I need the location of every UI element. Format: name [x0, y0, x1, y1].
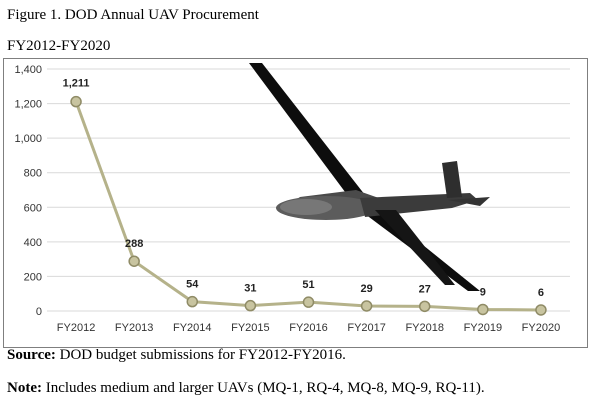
data-point: [535, 304, 547, 316]
x-tick-label: FY2013: [115, 322, 154, 334]
x-tick-label: FY2016: [289, 322, 328, 334]
y-tick-label: 800: [24, 168, 42, 180]
data-point: [477, 303, 489, 316]
data-label: 51: [302, 279, 314, 291]
data-point: [128, 255, 140, 267]
data-label: 9: [480, 286, 486, 298]
data-point: [302, 296, 315, 308]
y-tick-label: 600: [24, 202, 42, 214]
data-point: [244, 299, 257, 312]
x-tick-label: FY2020: [522, 322, 561, 334]
drone-image: [249, 63, 490, 291]
data-label: 29: [360, 283, 372, 295]
data-markers: [70, 95, 547, 316]
note: Note: Includes medium and larger UAVs (M…: [7, 380, 485, 397]
data-label: 31: [244, 283, 256, 295]
data-point: [186, 295, 199, 308]
x-tick-label: FY2017: [347, 322, 386, 334]
y-axis-ticks: 0 200 400 600 800 1,000 1,200 1,400: [14, 64, 42, 318]
y-tick-label: 400: [24, 237, 42, 249]
data-label: 1,211: [63, 78, 90, 90]
source-note: Source: DOD budget submissions for FY201…: [7, 347, 346, 364]
y-tick-label: 200: [24, 271, 42, 283]
note-text: Includes medium and larger UAVs (MQ-1, R…: [41, 380, 485, 396]
data-point: [70, 95, 82, 108]
data-label: 54: [186, 279, 199, 291]
figure-subtitle: FY2012-FY2020: [7, 38, 111, 54]
y-tick-label: 1,000: [14, 133, 42, 145]
source-text: DOD budget submissions for FY2012-FY2016…: [55, 347, 346, 363]
y-tick-label: 1,400: [14, 64, 42, 76]
x-axis-ticks: FY2012 FY2013 FY2014 FY2015 FY2016 FY2017 FY20…: [57, 322, 560, 334]
data-point: [360, 300, 373, 312]
source-label: Source:: [7, 347, 56, 363]
data-point: [418, 300, 431, 313]
data-label: 288: [125, 238, 143, 250]
x-tick-label: FY2015: [231, 322, 270, 334]
y-tick-label: 1,200: [14, 99, 42, 111]
x-tick-label: FY2018: [405, 322, 444, 334]
data-label: 27: [419, 283, 431, 295]
figure-title: Figure 1. DOD Annual UAV Procurement: [7, 7, 259, 23]
data-labels: 1,211 288 54 31 51 29 27 9 6: [63, 78, 544, 299]
x-tick-label: FY2019: [464, 322, 503, 334]
x-tick-label: FY2012: [57, 322, 96, 334]
note-label: Note:: [7, 380, 42, 396]
gridlines: [47, 68, 570, 312]
data-label: 6: [538, 287, 544, 299]
x-tick-label: FY2014: [173, 322, 212, 334]
y-tick-label: 0: [36, 306, 42, 318]
